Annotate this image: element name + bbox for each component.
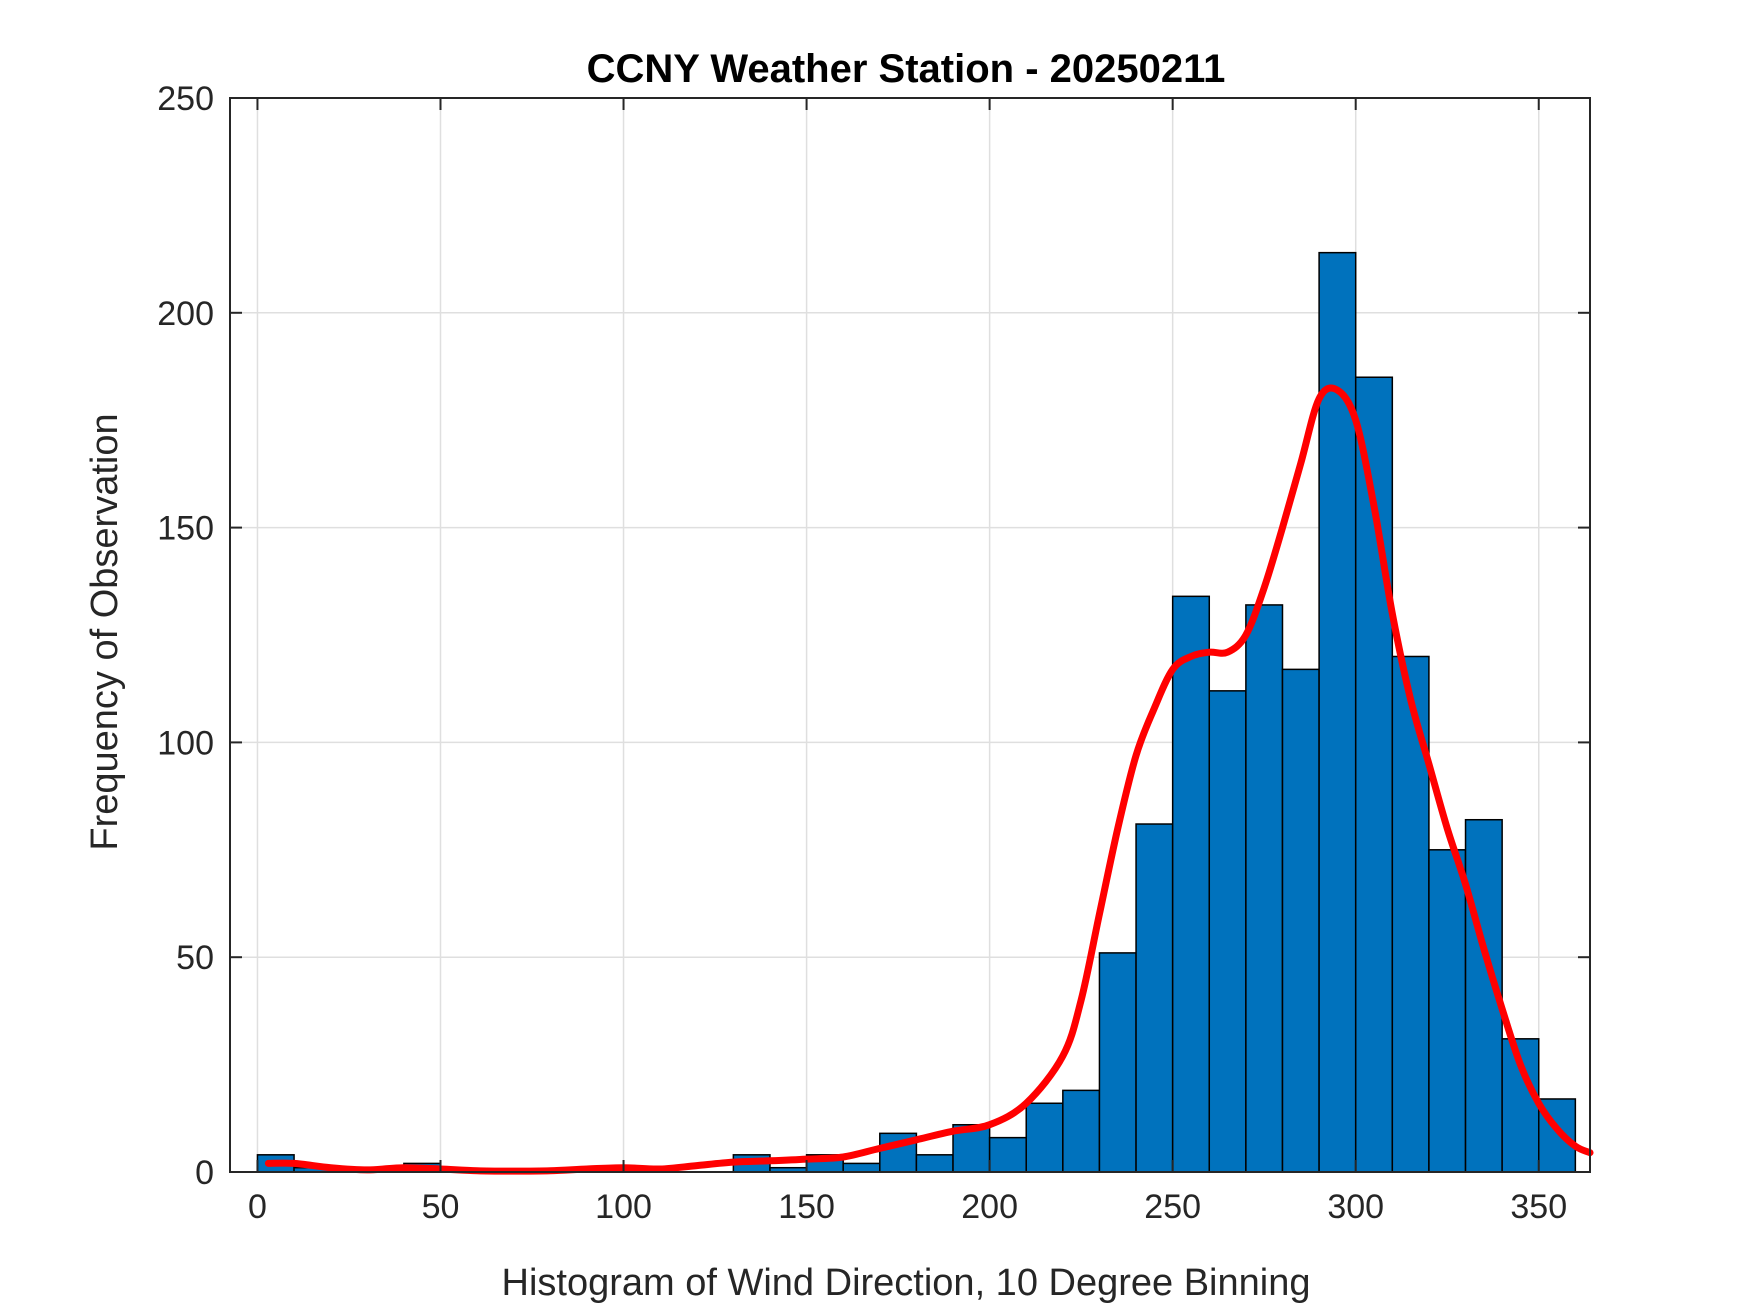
x-tick-label-5: 250 [1144,1188,1201,1226]
bar-180-190 [915,1154,954,1173]
bar-210-220 [1025,1102,1064,1173]
x-tick-label-2: 100 [595,1188,652,1226]
y-tick-label-3: 150 [157,510,214,548]
y-tick-label-1: 50 [176,939,214,977]
x-tick-label-3: 150 [778,1188,835,1226]
y-tick-label-2: 100 [157,724,214,762]
x-tick-label-1: 50 [422,1188,460,1226]
bar-160-170 [842,1162,881,1173]
bar-200-210 [988,1136,1027,1173]
x-tick-label-0: 0 [248,1188,267,1226]
tick-marks [230,97,1590,1173]
axes-box [229,97,1591,1173]
bar-260-270 [1208,690,1247,1173]
bar-320-330 [1428,849,1467,1173]
x-tick-label-6: 300 [1327,1188,1384,1226]
bar-270-280 [1245,604,1284,1173]
x-tick-label-4: 200 [961,1188,1018,1226]
bar-250-260 [1171,595,1211,1173]
y-tick-labels: 0 50 100 150 200 250 [157,80,214,1192]
bar-280-290 [1281,668,1320,1173]
x-tick-label-7: 350 [1510,1188,1567,1226]
x-axis-label: Histogram of Wind Direction, 10 Degree B… [502,1262,1311,1304]
bar-230-240 [1098,952,1137,1173]
y-axis-label: Frequency of Observation [84,413,126,850]
chart-title: CCNY Weather Station - 20250211 [587,47,1226,91]
x-tick-labels: 0 50 100 150 200 250 300 350 [248,1188,1567,1226]
y-tick-label-4: 200 [157,295,214,333]
y-tick-label-5: 250 [157,80,214,118]
bar-220-230 [1062,1089,1101,1173]
bar-240-250 [1135,823,1174,1173]
fit-curve [264,384,1594,1175]
y-tick-label-0: 0 [195,1154,214,1192]
